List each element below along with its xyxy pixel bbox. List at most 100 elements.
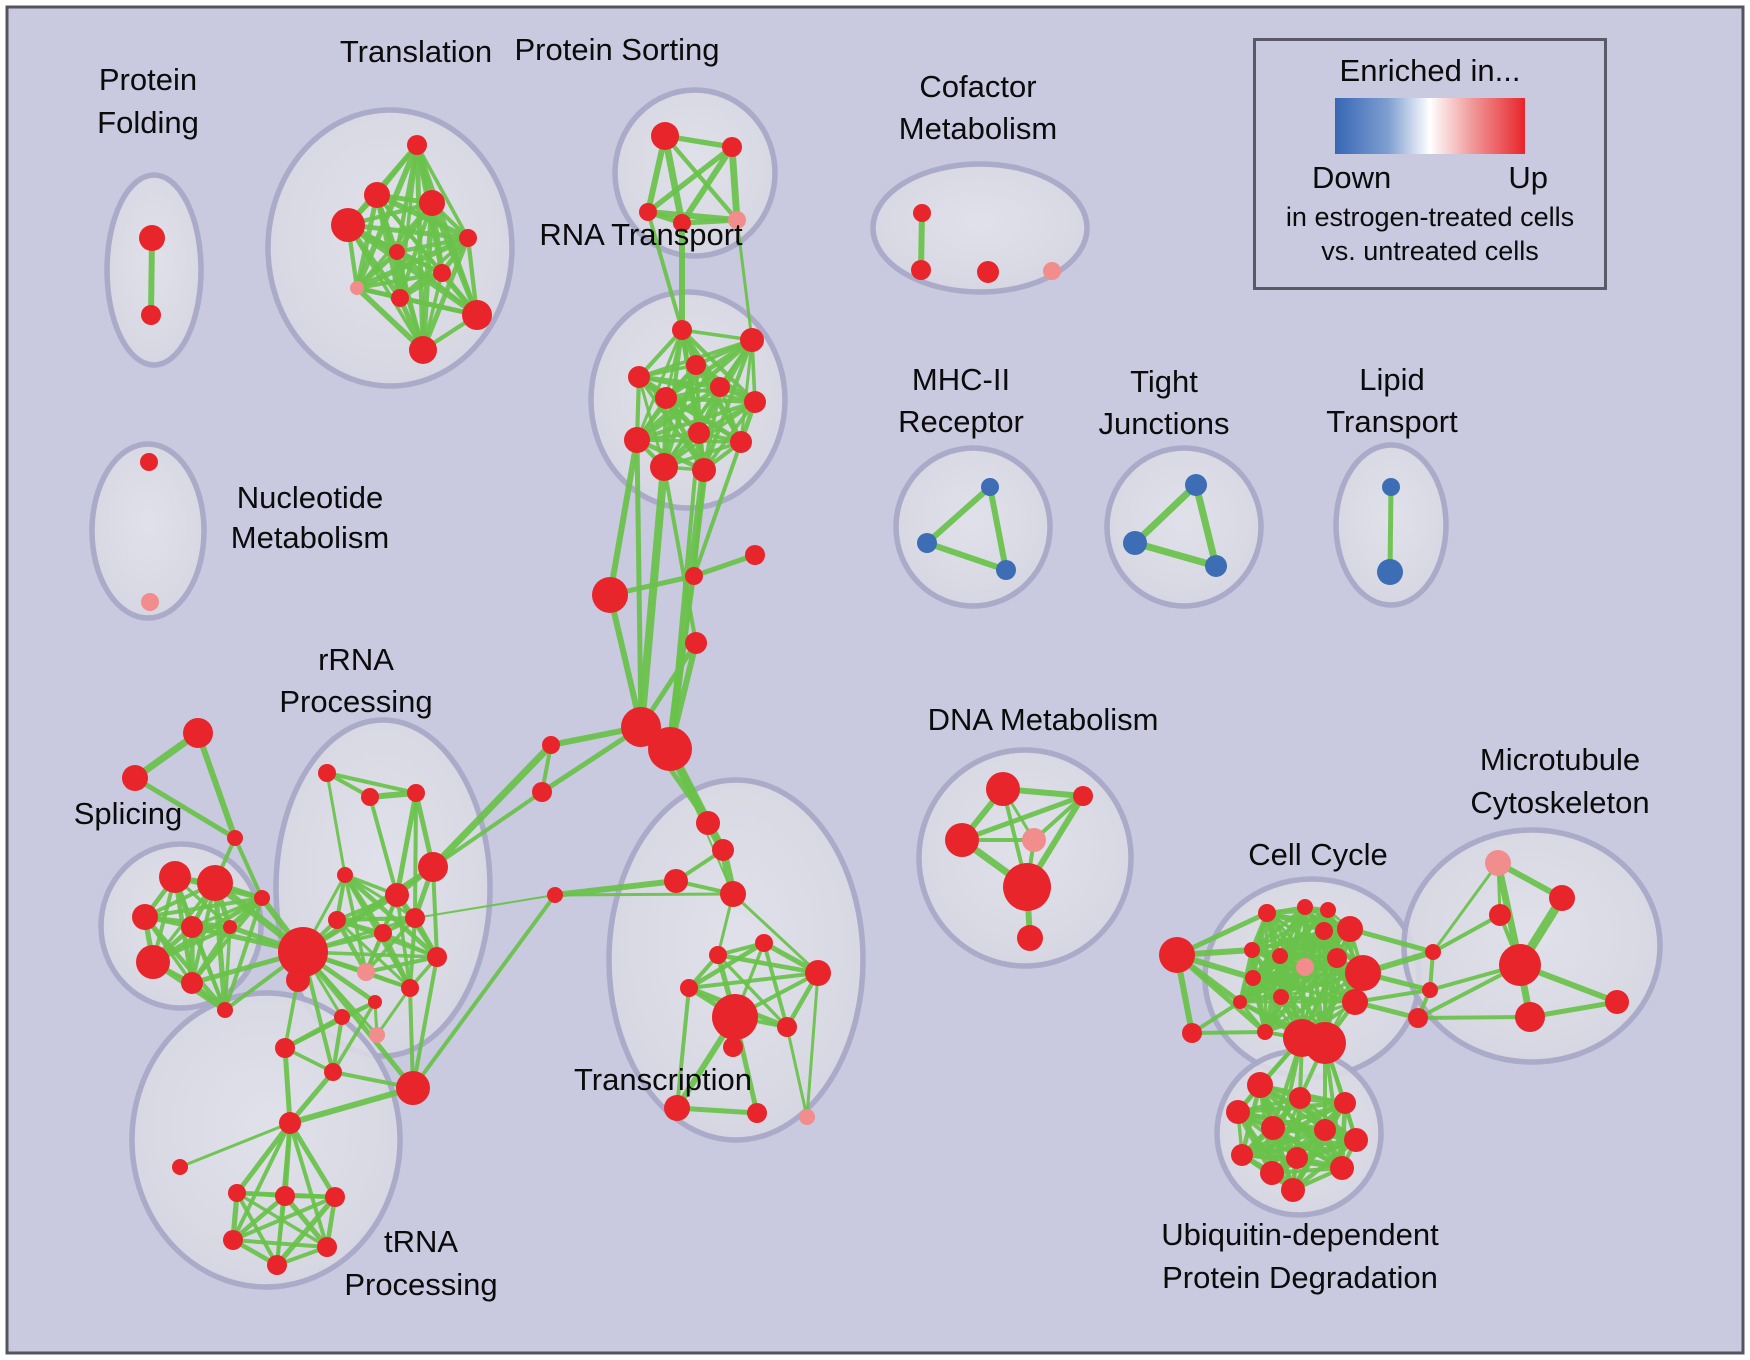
node-co0[interactable] — [913, 204, 931, 222]
node-sp0[interactable] — [159, 861, 191, 893]
node-ps2[interactable] — [639, 203, 657, 221]
node-sp2[interactable] — [132, 904, 158, 930]
node-e3[interactable] — [1272, 948, 1288, 964]
node-tl7[interactable] — [350, 281, 364, 295]
node-mt3[interactable] — [1499, 944, 1541, 986]
node-tr1[interactable] — [712, 839, 734, 861]
node-b6[interactable] — [1231, 1144, 1253, 1166]
node-rt11[interactable] — [692, 458, 716, 482]
node-rt7[interactable] — [688, 422, 710, 444]
node-rt8[interactable] — [624, 427, 650, 453]
node-e7[interactable] — [1345, 955, 1381, 991]
node-b9[interactable] — [1260, 1161, 1284, 1185]
node-bigA[interactable] — [592, 577, 628, 613]
node-tj2[interactable] — [1205, 555, 1227, 577]
node-tl8[interactable] — [391, 289, 409, 307]
node-g7[interactable] — [374, 924, 392, 942]
node-b10[interactable] — [1330, 1156, 1354, 1180]
node-nm1[interactable] — [141, 593, 159, 611]
node-lt0[interactable] — [1382, 478, 1400, 496]
node-b7[interactable] — [1286, 1147, 1308, 1169]
node-rt3[interactable] — [686, 355, 706, 375]
node-tl6[interactable] — [433, 264, 451, 282]
node-sp7[interactable] — [254, 890, 270, 906]
node-d3[interactable] — [1022, 828, 1046, 852]
node-tr12[interactable] — [747, 1103, 767, 1123]
node-g12[interactable] — [427, 947, 447, 967]
node-tj0[interactable] — [1185, 474, 1207, 496]
node-tl0[interactable] — [407, 135, 427, 155]
node-e6[interactable] — [1315, 922, 1333, 940]
node-e1[interactable] — [1297, 899, 1313, 915]
node-mt4[interactable] — [1515, 1002, 1545, 1032]
node-rt6[interactable] — [744, 391, 766, 413]
node-h4[interactable] — [223, 1230, 243, 1250]
node-H2[interactable] — [286, 968, 310, 992]
node-g14[interactable] — [368, 995, 382, 1009]
node-h2[interactable] — [275, 1186, 295, 1206]
node-g11[interactable] — [401, 979, 419, 997]
node-mt5[interactable] — [1605, 990, 1629, 1014]
node-b8[interactable] — [1314, 1119, 1336, 1141]
node-lt1[interactable] — [1377, 559, 1403, 585]
node-mh0[interactable] — [981, 478, 999, 496]
node-e11[interactable] — [1273, 989, 1289, 1005]
node-k3[interactable] — [547, 887, 563, 903]
node-d0[interactable] — [986, 772, 1020, 806]
node-d2[interactable] — [945, 823, 979, 857]
node-mid[interactable] — [685, 567, 703, 585]
node-e9[interactable] — [1296, 958, 1314, 976]
node-g16[interactable] — [324, 1063, 342, 1081]
node-tr13[interactable] — [799, 1109, 815, 1125]
node-sp1[interactable] — [197, 865, 233, 901]
node-g4[interactable] — [385, 883, 409, 907]
node-rt2[interactable] — [628, 366, 650, 388]
node-tr5[interactable] — [709, 946, 727, 964]
node-tj1[interactable] — [1123, 531, 1147, 555]
node-sp8[interactable] — [217, 1002, 233, 1018]
node-cl[interactable] — [1159, 937, 1195, 973]
node-g9[interactable] — [418, 852, 448, 882]
node-g2[interactable] — [407, 784, 425, 802]
node-ps4[interactable] — [728, 211, 746, 229]
node-q2[interactable] — [227, 830, 243, 846]
node-cb[interactable] — [1182, 1023, 1202, 1043]
node-ml3[interactable] — [1408, 1008, 1428, 1028]
node-tr2[interactable] — [664, 869, 688, 893]
node-tr9[interactable] — [777, 1017, 797, 1037]
node-e10[interactable] — [1245, 970, 1261, 986]
node-tl9[interactable] — [462, 300, 492, 330]
node-g13[interactable] — [334, 1009, 350, 1025]
node-d5[interactable] — [1017, 925, 1043, 951]
node-ts[interactable] — [172, 1159, 188, 1175]
node-tr0[interactable] — [696, 811, 720, 835]
node-rt4[interactable] — [655, 387, 677, 409]
node-b11[interactable] — [1281, 1178, 1305, 1202]
node-e16[interactable] — [1320, 902, 1336, 918]
node-d4[interactable] — [1003, 863, 1051, 911]
node-sp3[interactable] — [181, 916, 203, 938]
node-e13[interactable] — [1257, 1024, 1273, 1040]
node-h3[interactable] — [325, 1187, 345, 1207]
node-g8[interactable] — [405, 908, 425, 928]
node-tl5[interactable] — [389, 244, 405, 260]
node-rt0[interactable] — [672, 320, 692, 340]
node-co2[interactable] — [977, 261, 999, 283]
node-th[interactable] — [279, 1112, 301, 1134]
node-tr8[interactable] — [712, 994, 758, 1040]
node-rt5[interactable] — [710, 377, 730, 397]
node-tr10[interactable] — [723, 1037, 743, 1057]
node-ml1[interactable] — [1425, 944, 1441, 960]
node-e8[interactable] — [1342, 989, 1368, 1015]
node-tl10[interactable] — [409, 336, 437, 364]
node-b0[interactable] — [1247, 1072, 1273, 1098]
node-tr11[interactable] — [664, 1095, 690, 1121]
node-tl2[interactable] — [331, 208, 365, 242]
node-nm0[interactable] — [140, 453, 158, 471]
node-q1[interactable] — [122, 765, 148, 791]
node-g0[interactable] — [318, 764, 336, 782]
node-rt10[interactable] — [650, 453, 678, 481]
node-rt1[interactable] — [740, 328, 764, 352]
node-tr3[interactable] — [720, 881, 746, 907]
node-k2[interactable] — [532, 782, 552, 802]
